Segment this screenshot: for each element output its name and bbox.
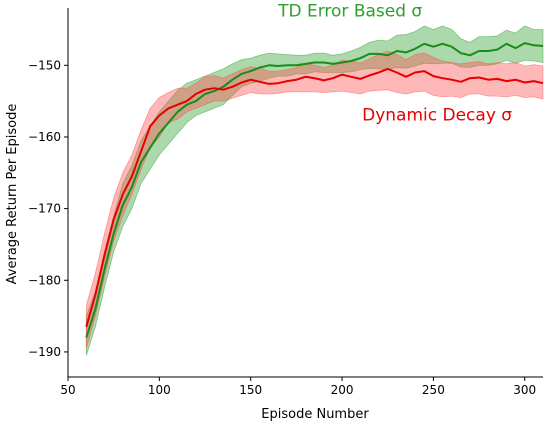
x-tick-label: 150 bbox=[239, 383, 262, 397]
x-tick-label: 200 bbox=[331, 383, 354, 397]
x-tick-label: 50 bbox=[60, 383, 75, 397]
series-lines bbox=[85, 42, 544, 338]
y-axis-label: Average Return Per Episode bbox=[5, 104, 20, 285]
confidence-bands bbox=[85, 25, 544, 356]
y-tick-label: −180 bbox=[28, 273, 61, 287]
annotations: TD Error Based σ Dynamic Decay σ bbox=[277, 2, 512, 126]
y-tick-label: −170 bbox=[28, 202, 61, 216]
axes bbox=[67, 8, 543, 378]
y-tick-label: −190 bbox=[28, 345, 61, 359]
y-tick-label: −160 bbox=[28, 130, 61, 144]
series-annotation-1: TD Error Based σ bbox=[277, 2, 422, 22]
y-tick-label: −150 bbox=[28, 58, 61, 72]
x-tick-label: 250 bbox=[422, 383, 445, 397]
x-tick-label: 300 bbox=[513, 383, 536, 397]
line-series-1 bbox=[85, 42, 544, 338]
band-series-1 bbox=[85, 25, 544, 356]
series-annotation-2: Dynamic Decay σ bbox=[362, 105, 512, 125]
band-series-2 bbox=[85, 50, 544, 349]
ticks: 50 100 150 200 250 300 −190 −180 −170 −160 −150 bbox=[28, 58, 536, 397]
line-series-2 bbox=[85, 67, 544, 328]
x-axis-label: Episode Number bbox=[261, 407, 369, 422]
x-tick-label: 100 bbox=[148, 383, 171, 397]
